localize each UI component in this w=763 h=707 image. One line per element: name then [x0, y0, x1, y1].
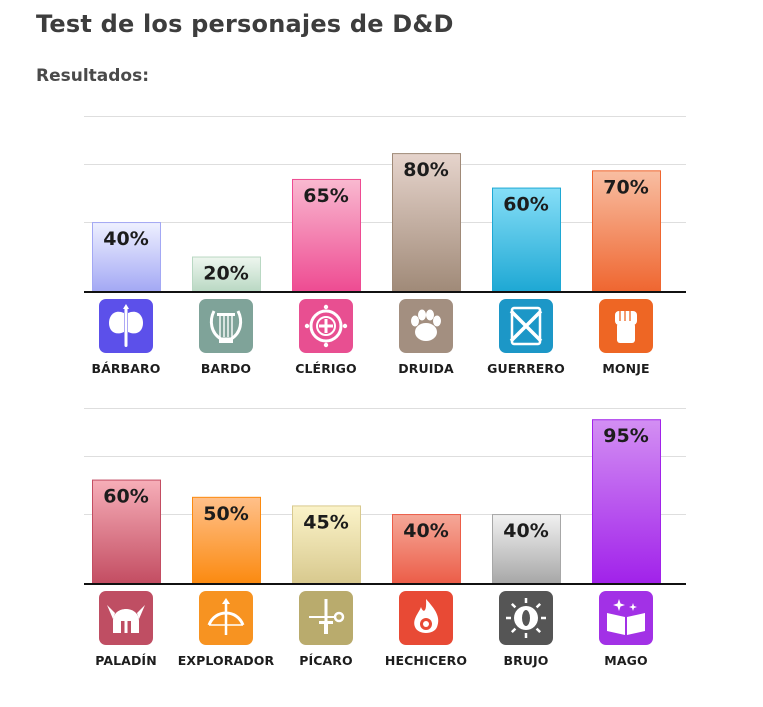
- bar-value-label: 95%: [603, 425, 648, 447]
- bar-druida: [392, 153, 461, 292]
- bar-value-label: 45%: [303, 511, 348, 533]
- class-item: GUERRERO: [476, 299, 576, 376]
- axe-icon: [99, 299, 153, 353]
- class-name-label: EXPLORADOR: [177, 653, 275, 668]
- eye-icon: [499, 591, 553, 645]
- class-name-label: MAGO: [604, 653, 648, 668]
- class-name-label: BÁRBARO: [91, 361, 161, 376]
- class-item: BRUJO: [476, 591, 576, 668]
- class-item: PÍCARO: [276, 591, 376, 668]
- bar-value-label: 80%: [403, 159, 448, 181]
- results-chart-2: 60% 50% 45% 40% 40% 95% PALADÍN EXPLORADOR PÍCAR…: [84, 408, 686, 668]
- fist-icon: [599, 299, 653, 353]
- class-item: CLÉRIGO: [276, 299, 376, 376]
- class-name-label: CLÉRIGO: [295, 361, 357, 376]
- class-item: BÁRBARO: [76, 299, 176, 376]
- class-item: DRUIDA: [376, 299, 476, 376]
- bar-hechicero: [392, 514, 461, 584]
- dagger-key-icon: [299, 591, 353, 645]
- helmet-icon: [99, 591, 153, 645]
- class-name-label: MONJE: [602, 361, 650, 376]
- bar-value-label: 65%: [303, 185, 348, 207]
- bar-value-label: 50%: [203, 503, 248, 525]
- results-chart-1: 40% 20% 65% 80% 60% 70% BÁRBARO BARDO CLÉRIGO DRU…: [84, 116, 686, 376]
- class-item: BARDO: [176, 299, 276, 376]
- class-item: MAGO: [576, 591, 676, 668]
- class-item: MONJE: [576, 299, 676, 376]
- bar-mago: [592, 419, 661, 585]
- bar-value-label: 60%: [503, 194, 548, 216]
- bar-value-label: 40%: [503, 520, 548, 542]
- chart-plot: 60% 50% 45% 40% 40% 95%: [84, 408, 686, 585]
- bar-brujo: [492, 514, 561, 584]
- bar-value-label: 20%: [203, 263, 248, 285]
- flame-icon: [399, 591, 453, 645]
- bar-clérigo: [292, 178, 361, 292]
- paw-icon: [399, 299, 453, 353]
- page-title: Test de los personajes de D&D: [36, 10, 454, 38]
- class-name-label: PÍCARO: [299, 653, 353, 668]
- results-heading: Resultados:: [36, 66, 150, 86]
- class-item: EXPLORADOR: [176, 591, 276, 668]
- bar-value-label: 70%: [603, 176, 648, 198]
- bar-value-label: 40%: [403, 520, 448, 542]
- class-name-label: DRUIDA: [398, 361, 454, 376]
- crossed-swords-icon: [499, 299, 553, 353]
- holy-symbol-icon: [299, 299, 353, 353]
- chart-plot: 40% 20% 65% 80% 60% 70%: [84, 116, 686, 293]
- class-name-label: BRUJO: [503, 653, 549, 668]
- class-item: PALADÍN: [76, 591, 176, 668]
- bar-bárbaro: [92, 222, 161, 292]
- bar-explorador: [192, 496, 261, 584]
- bar-value-label: 60%: [103, 486, 148, 508]
- bar-bardo: [192, 256, 261, 292]
- class-name-label: GUERRERO: [487, 361, 565, 376]
- spellbook-icon: [599, 591, 653, 645]
- class-name-label: BARDO: [200, 361, 252, 376]
- bar-value-label: 40%: [103, 228, 148, 250]
- class-name-label: HECHICERO: [384, 653, 468, 668]
- class-name-label: PALADÍN: [95, 653, 157, 668]
- bow-icon: [199, 591, 253, 645]
- bar-pícaro: [292, 505, 361, 584]
- class-item: HECHICERO: [376, 591, 476, 668]
- lyre-icon: [199, 299, 253, 353]
